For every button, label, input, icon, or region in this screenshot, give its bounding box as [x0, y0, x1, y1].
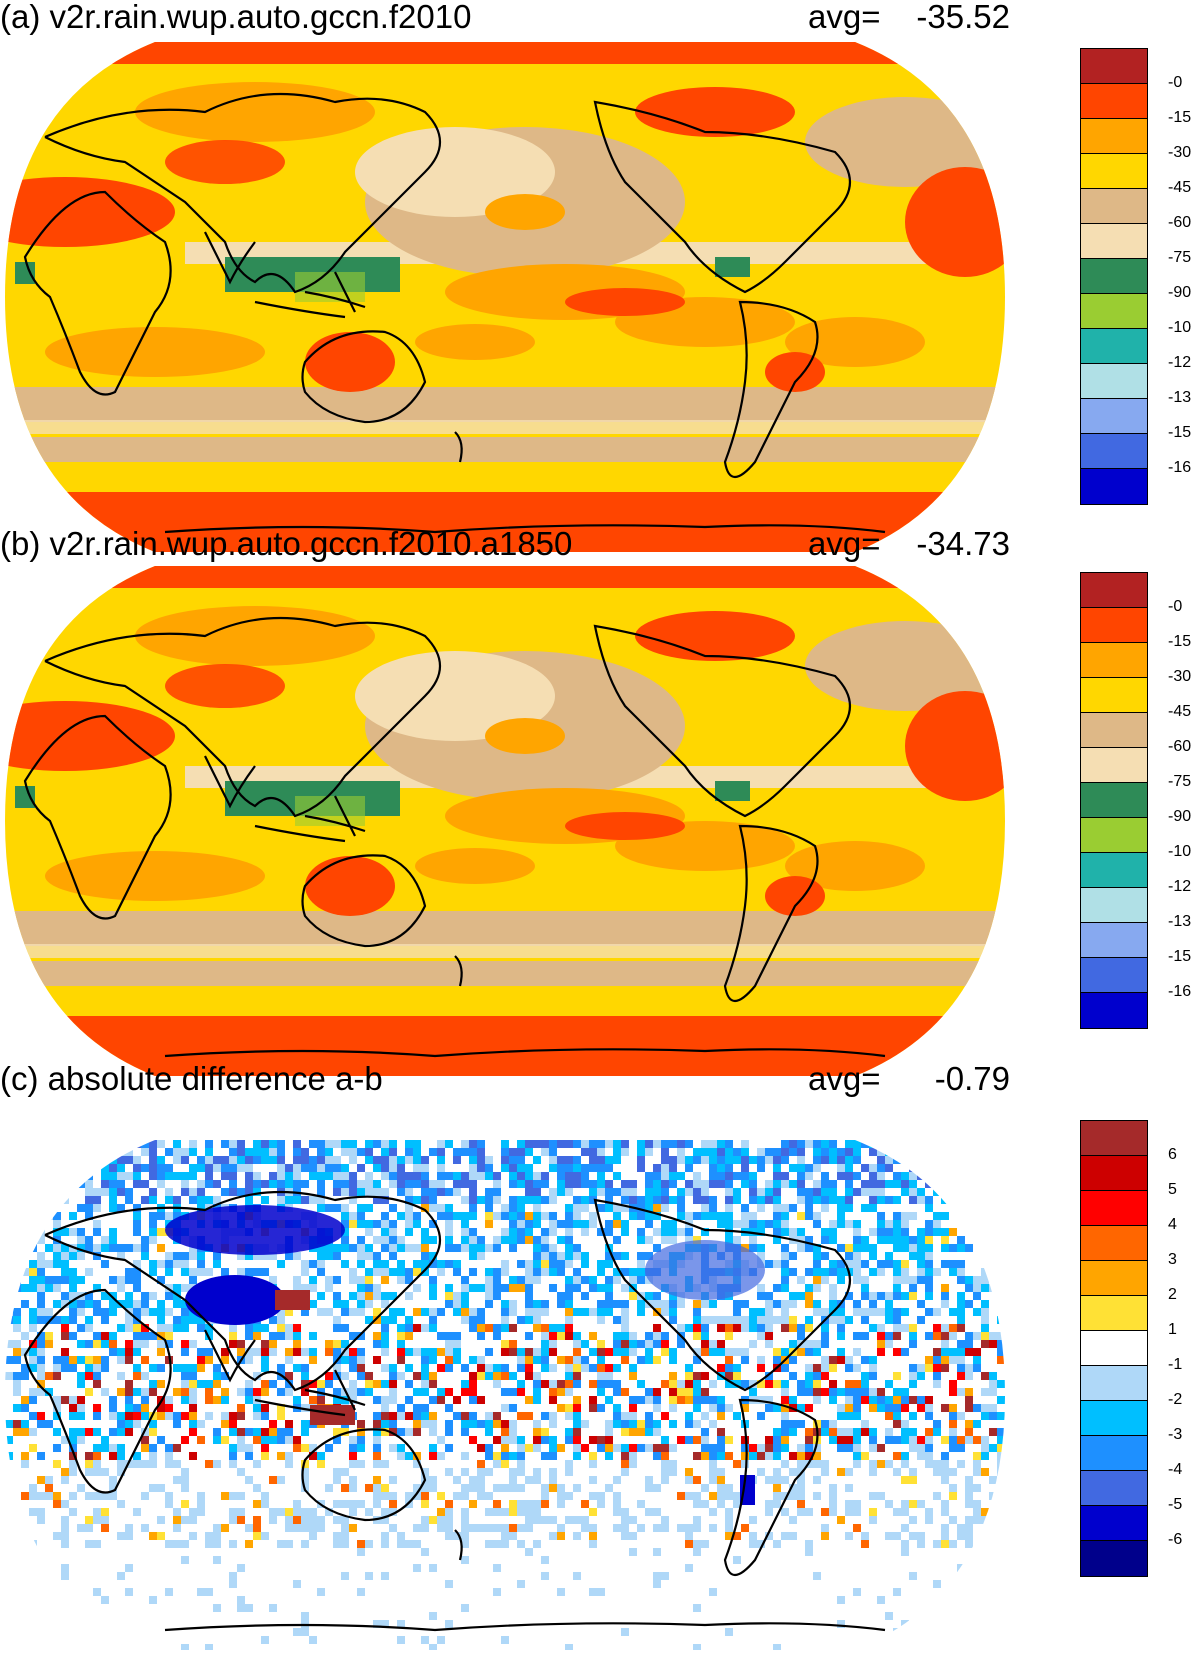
- colorbar-label: -1: [1168, 1356, 1183, 1373]
- colorbar-box: [1080, 48, 1148, 85]
- colorbar-box: [1080, 328, 1148, 365]
- colorbar-label: -165: [1168, 459, 1191, 476]
- colorbar-box: [1080, 1330, 1148, 1367]
- colorbar-box: [1080, 1470, 1148, 1507]
- colorbar-label: -4: [1168, 1461, 1183, 1478]
- colorbar-label: -135: [1168, 389, 1191, 406]
- colorbar-label: -0: [1168, 74, 1183, 91]
- colorbar-box: [1080, 1295, 1148, 1332]
- colorbar-box: [1080, 1225, 1148, 1262]
- colorbar-label: -60: [1168, 738, 1191, 755]
- colorbar-label: 1: [1168, 1321, 1177, 1338]
- panel-title: (b) v2r.rain.wup.auto.gccn.f2010.a1850: [0, 525, 573, 562]
- colorbar-label: -30: [1168, 668, 1191, 685]
- colorbar-label: -120: [1168, 354, 1191, 371]
- avg-label: avg=: [808, 0, 881, 35]
- colorbar-box: [1080, 293, 1148, 330]
- colorbar-label: 6: [1168, 1146, 1177, 1163]
- colorbar-box: [1080, 1365, 1148, 1402]
- colorbar-label: 4: [1168, 1216, 1177, 1233]
- colorbar-label: -2: [1168, 1391, 1183, 1408]
- panel-title: (a) v2r.rain.wup.auto.gccn.f2010: [0, 0, 472, 35]
- colorbar-box: [1080, 782, 1148, 819]
- colorbar-label: -0: [1168, 598, 1183, 615]
- panel-a: (a) v2r.rain.wup.auto.gccn.f2010 avg= -3…: [0, 0, 1191, 560]
- colorbar-label: -60: [1168, 214, 1191, 231]
- colorbar-label: -90: [1168, 808, 1191, 825]
- colorbar-label: -30: [1168, 144, 1191, 161]
- panel-c: (c) absolute difference a-b avg= -0.79 6…: [0, 1048, 1191, 1650]
- colorbar-label: -75: [1168, 249, 1191, 266]
- colorbar-label: -45: [1168, 179, 1191, 196]
- colorbar-box: [1080, 957, 1148, 994]
- colorbar-box: [1080, 677, 1148, 714]
- colorbar-label: -105: [1168, 843, 1191, 860]
- colorbar-box: [1080, 1190, 1148, 1227]
- colorbar-label: -90: [1168, 284, 1191, 301]
- colorbar-box: [1080, 188, 1148, 225]
- colorbar-box: [1080, 992, 1148, 1029]
- colorbar-box: [1080, 642, 1148, 679]
- colorbar-box: [1080, 1260, 1148, 1297]
- colorbar-label: -45: [1168, 703, 1191, 720]
- colorbar-label: -3: [1168, 1426, 1183, 1443]
- colorbar-box: [1080, 258, 1148, 295]
- map-panel-c: [5, 1140, 1005, 1650]
- colorbar-label: -15: [1168, 109, 1191, 126]
- colorbar-box: [1080, 572, 1148, 609]
- colorbar-box: [1080, 817, 1148, 854]
- colorbar-label: -6: [1168, 1531, 1183, 1548]
- colorbar-box: [1080, 1505, 1148, 1542]
- colorbar-box: [1080, 712, 1148, 749]
- colorbar-box: [1080, 153, 1148, 190]
- colorbar-label: -150: [1168, 948, 1191, 965]
- colorbar-label: -135: [1168, 913, 1191, 930]
- colorbar-box: [1080, 607, 1148, 644]
- colorbar-label: -75: [1168, 773, 1191, 790]
- colorbar-box: [1080, 922, 1148, 959]
- colorbar-box: [1080, 1155, 1148, 1192]
- colorbar-box: [1080, 118, 1148, 155]
- colorbar-box: [1080, 747, 1148, 784]
- colorbar-box: [1080, 398, 1148, 435]
- avg-label: avg=: [808, 525, 881, 562]
- colorbar-box: [1080, 1120, 1148, 1157]
- avg-label: avg=: [808, 1060, 881, 1097]
- avg-value: -0.79: [934, 1060, 1010, 1097]
- colorbar-box: [1080, 223, 1148, 260]
- colorbar-label: -120: [1168, 878, 1191, 895]
- colorbar-label: -105: [1168, 319, 1191, 336]
- colorbar-box: [1080, 1400, 1148, 1437]
- colorbar-box: [1080, 887, 1148, 924]
- colorbar-label: -150: [1168, 424, 1191, 441]
- colorbar-box: [1080, 1540, 1148, 1577]
- avg-value: -34.73: [916, 525, 1010, 562]
- avg-value: -35.52: [916, 0, 1010, 35]
- colorbar-label: -165: [1168, 983, 1191, 1000]
- map-panel-b: [5, 566, 1005, 1076]
- colorbar-box: [1080, 468, 1148, 505]
- panel-title: (c) absolute difference a-b: [0, 1060, 383, 1097]
- panel-b: (b) v2r.rain.wup.auto.gccn.f2010.a1850 a…: [0, 524, 1191, 1084]
- colorbar-box: [1080, 433, 1148, 470]
- colorbar-label: 5: [1168, 1181, 1177, 1198]
- map-panel-a: [5, 42, 1005, 552]
- colorbar-box: [1080, 83, 1148, 120]
- colorbar-label: 3: [1168, 1251, 1177, 1268]
- colorbar-box: [1080, 1435, 1148, 1472]
- colorbar-box: [1080, 363, 1148, 400]
- colorbar-label: -5: [1168, 1496, 1183, 1513]
- colorbar-box: [1080, 852, 1148, 889]
- colorbar-label: 2: [1168, 1286, 1177, 1303]
- colorbar-label: -15: [1168, 633, 1191, 650]
